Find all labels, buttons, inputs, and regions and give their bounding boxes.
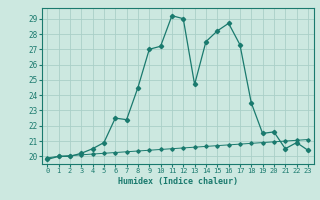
- X-axis label: Humidex (Indice chaleur): Humidex (Indice chaleur): [118, 177, 237, 186]
